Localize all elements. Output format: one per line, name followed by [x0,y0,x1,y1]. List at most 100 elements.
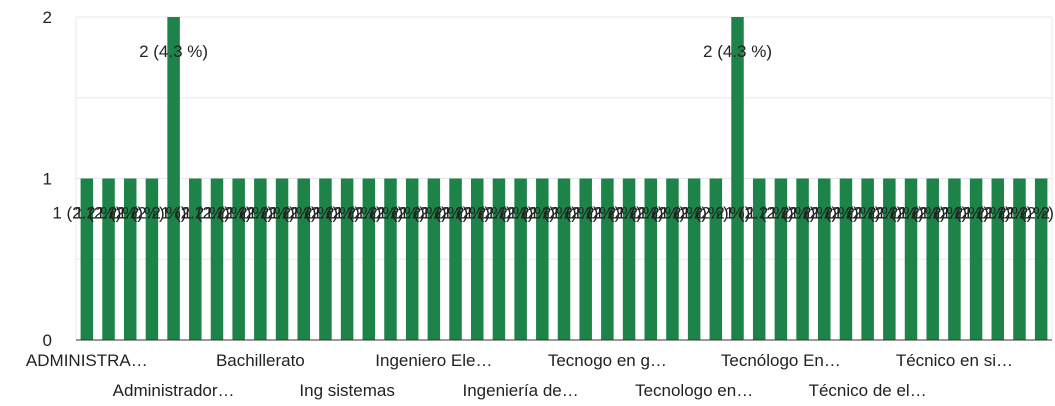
bar [210,178,224,340]
x-tick-label: Bachillerato [216,351,305,370]
bar [254,178,267,340]
data-label: 1 (2.2 %) [356,204,425,223]
bar [536,178,549,340]
data-label: 1 (2.2 %) [551,204,620,223]
data-label: 1 (2.2 %) [486,204,555,223]
data-label: 1 (2.2 %) [616,204,685,223]
bar [666,178,679,340]
data-label: 1 (2.2 %) [74,204,143,223]
bar [123,178,137,340]
bar [427,178,441,340]
data-label: 1 (2.2 %) [790,204,859,223]
bar [167,17,180,340]
bar [492,178,506,340]
axis-layer: 0 1 2 ADMINISTRA… Administrador… Bachillerato… [26,8,1052,400]
bar [969,178,983,340]
bar [752,178,766,340]
bar [557,178,571,340]
data-label: 1 (2.2 %) [942,204,1011,223]
data-label: 1 (2.2 %) [681,204,750,223]
data-label: 1 (2.2 %) [985,204,1054,223]
data-label: 1 (2.2 %) [52,204,121,223]
data-label: 1 (2.2 %) [855,204,924,223]
data-label: 1 (2.2 %) [248,204,317,223]
data-label: 1 (2.2 %) [96,204,165,223]
data-label: 1 (2.2 %) [1007,204,1055,223]
bar [384,178,397,340]
bar [449,178,462,340]
data-label: 1 (2.2 %) [464,204,533,223]
bar [622,178,636,340]
x-tick-label: Técnico de el… [809,381,927,400]
bar [948,178,961,340]
data-label-layer: 1 (2.2 %)1 (2.2 %)1 (2.2 %)1 (2.2 %)2 (4… [52,42,1055,223]
bar [818,178,831,340]
data-label: 1 (2.2 %) [898,204,967,223]
data-label: 1 (2.2 %) [746,204,815,223]
bar [731,17,744,340]
x-tick-label: Tecnologo en… [635,381,753,400]
x-tick-label: Administrador… [113,381,235,400]
y-tick-label: 2 [43,8,52,27]
bar [297,178,310,340]
data-label: 1 (2.2 %) [877,204,946,223]
data-label: 1 (2.2 %) [725,204,794,223]
bar [319,178,332,340]
bar [80,178,94,340]
bar [926,178,939,340]
data-label: 1 (2.2 %) [204,204,273,223]
bar [991,178,1005,340]
data-label: 1 (2.2 %) [638,204,707,223]
bar [189,178,202,340]
data-label: 1 (2.2 %) [182,204,251,223]
bar [362,178,376,340]
data-label: 1 (2.2 %) [117,204,186,223]
data-label: 1 (2.2 %) [811,204,880,223]
bar [861,178,874,340]
x-tick-label: Ingeniero Ele… [375,351,492,370]
bar [904,178,918,340]
bar [796,178,809,340]
data-label: 1 (2.2 %) [768,204,837,223]
bar [839,178,853,340]
y-tick-label: 1 [43,170,52,189]
bar [644,178,658,340]
data-label: 1 (2.2 %) [573,204,642,223]
x-tick-label: ADMINISTRA… [26,351,148,370]
bar [1013,178,1026,340]
bar [470,178,484,340]
data-label: 1 (2.2 %) [421,204,490,223]
x-tick-label: Técnico en si… [896,351,1013,370]
x-tick-label: Tecnólogo En… [721,351,841,370]
data-label: 1 (2.2 %) [291,204,360,223]
bar-layer [80,17,1048,340]
bar [102,178,115,340]
data-label: 1 (2.2 %) [595,204,664,223]
y-tick-label: 0 [43,331,52,350]
data-label: 1 (2.2 %) [920,204,989,223]
data-label: 1 (2.2 %) [660,204,729,223]
data-label: 1 (2.2 %) [443,204,512,223]
x-tick-label: Ingeniería de… [462,381,578,400]
bar [145,178,159,340]
data-label: 1 (2.2 %) [334,204,403,223]
data-label: 2 (4.3 %) [139,42,208,61]
bar [514,178,527,340]
data-label: 1 (2.2 %) [226,204,295,223]
bar [883,178,896,340]
data-label: 1 (2.2 %) [963,204,1032,223]
bar [774,178,788,340]
data-label: 1 (2.2 %) [530,204,599,223]
data-label: 1 (2.2 %) [269,204,338,223]
data-label: 1 (2.2 %) [161,204,230,223]
bar [1034,178,1048,340]
bar [601,178,614,340]
bar [405,178,419,340]
x-tick-label: Tecnogo en g… [548,351,667,370]
data-label: 1 (2.2 %) [378,204,447,223]
data-label: 1 (2.2 %) [313,204,382,223]
data-label: 1 (2.2 %) [833,204,902,223]
bar [579,178,592,340]
